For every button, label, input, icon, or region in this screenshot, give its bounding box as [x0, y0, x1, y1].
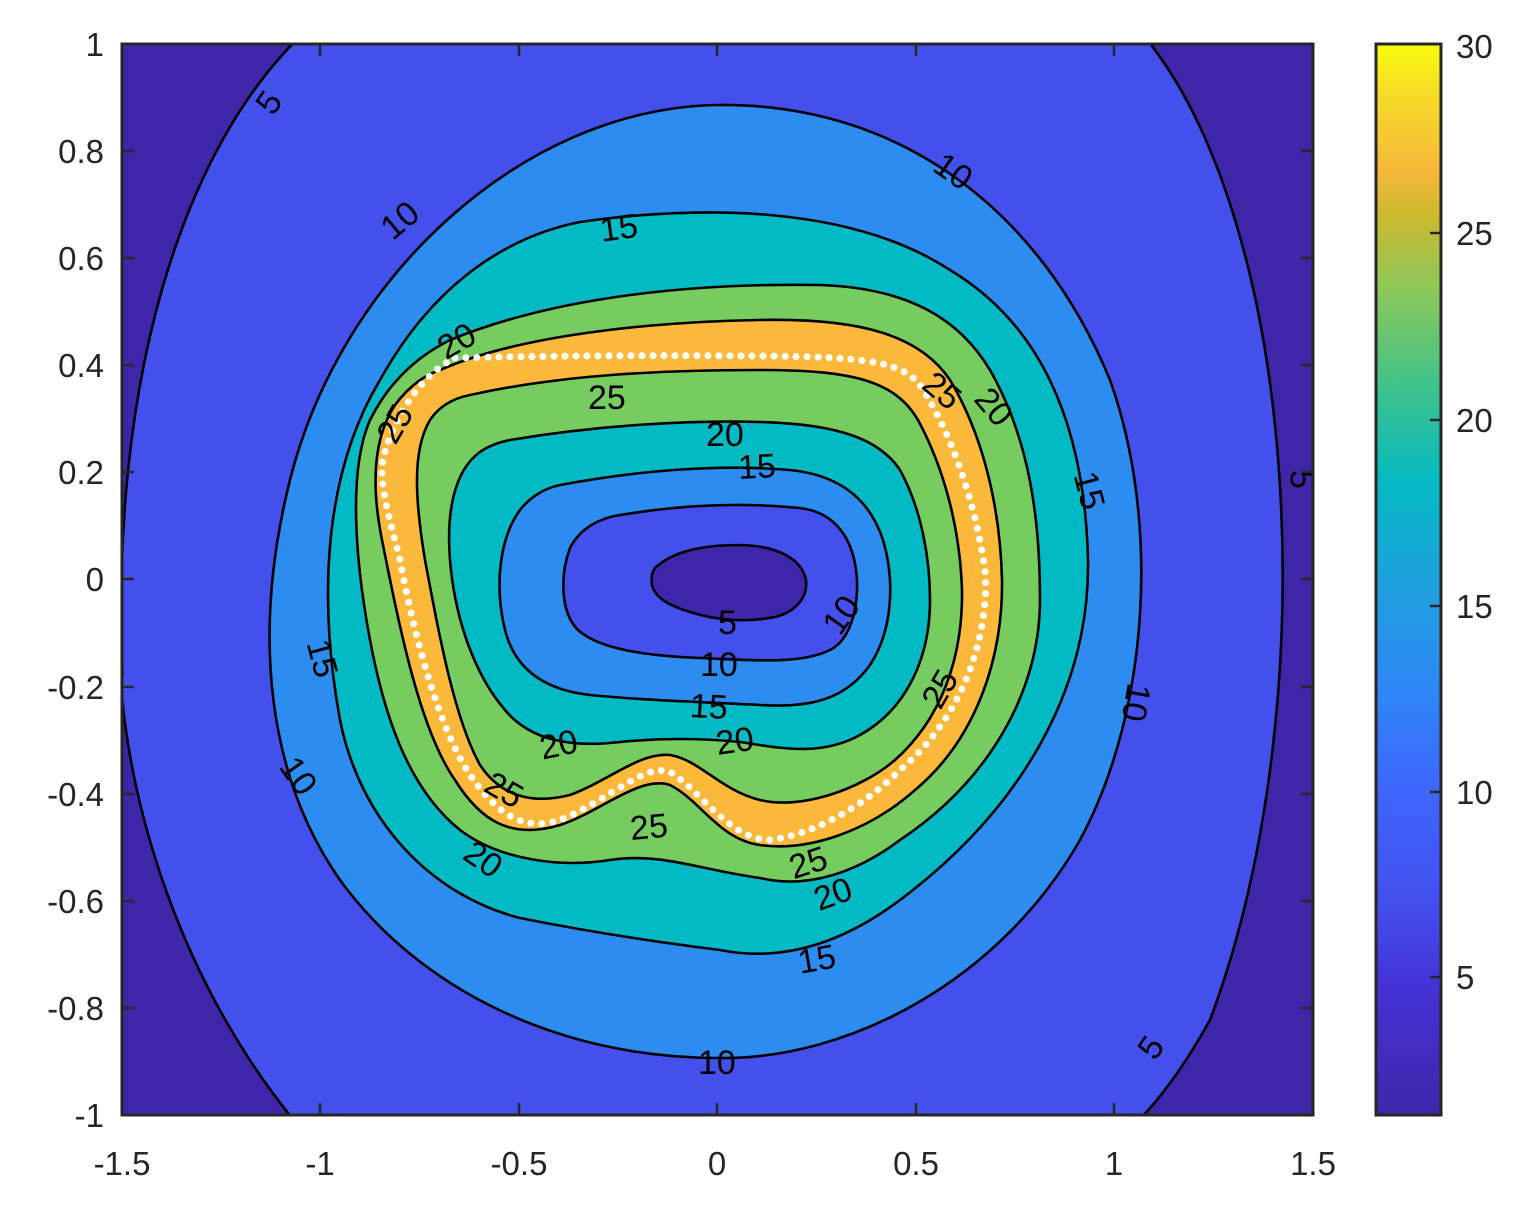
contour-label: 15	[597, 207, 640, 250]
x-tick-label: 0	[708, 1145, 726, 1182]
colorbar: 30 25 20 15 10 5	[1374, 28, 1493, 1117]
y-axis	[122, 149, 1313, 1010]
contour-label: 15	[737, 447, 777, 487]
colorbar-tick-label: 10	[1456, 774, 1493, 811]
x-tick-label: -1	[305, 1145, 334, 1182]
y-tick-label: -0.4	[47, 776, 104, 813]
y-tick-label: 0.8	[58, 133, 104, 170]
x-tick-label: -0.5	[491, 1145, 548, 1182]
contour-label: 25	[628, 807, 669, 848]
band-below-5-inner	[651, 545, 807, 621]
x-tick-label: 1.5	[1290, 1145, 1336, 1182]
colorbar-tick-label: 5	[1456, 959, 1474, 996]
contour-label: 20	[536, 723, 581, 768]
contour-label: 10	[698, 1044, 736, 1082]
y-tick-label: 0.6	[58, 240, 104, 277]
contour-label: 10	[700, 646, 738, 684]
y-tick-label: -1	[75, 1097, 104, 1134]
x-tick-label: -1.5	[94, 1145, 151, 1182]
y-tick-label: -0.2	[47, 669, 104, 706]
y-tick-label: 0	[86, 561, 104, 598]
x-tick-label: 0.5	[893, 1145, 939, 1182]
contour-label: 15	[689, 687, 729, 727]
colorbar-tick-label: 15	[1456, 588, 1493, 625]
dotted-overlay-curve	[378, 352, 990, 844]
contour-label: 25	[588, 379, 626, 417]
contour-label: 5	[1282, 469, 1321, 489]
contour-label: 15	[795, 938, 839, 982]
y-tick-label: 1	[86, 26, 104, 63]
contour-lines	[122, 44, 1284, 1115]
plot-area: 5 10 15 10 20 25 25 25 20 20 15 15 5 5 1…	[92, 44, 1321, 1115]
y-tick-label: -0.6	[47, 883, 104, 920]
colorbar-gradient	[1374, 42, 1443, 1117]
contour-label: 20	[706, 416, 744, 454]
colorbar-tick-label: 30	[1456, 28, 1493, 65]
x-tick-labels: -1.5 -1 -0.5 0 0.5 1 1.5	[94, 1145, 1336, 1182]
y-tick-label: 0.2	[58, 454, 104, 491]
contour-label: 5	[718, 604, 737, 642]
x-tick-label: 1	[1105, 1145, 1123, 1182]
contour-label: 10	[1114, 681, 1158, 725]
y-tick-label: -0.8	[47, 990, 104, 1027]
colorbar-tick-label: 25	[1456, 215, 1493, 252]
y-tick-labels: 1 0.8 0.6 0.4 0.2 0 -0.2 -0.4 -0.6 -0.8 …	[47, 26, 104, 1134]
x-axis	[120, 44, 1315, 1115]
y-tick-label: 0.4	[58, 347, 104, 384]
contour-label: 5	[92, 659, 131, 679]
contour-label: 20	[713, 720, 756, 763]
colorbar-tick-label: 20	[1456, 402, 1493, 439]
